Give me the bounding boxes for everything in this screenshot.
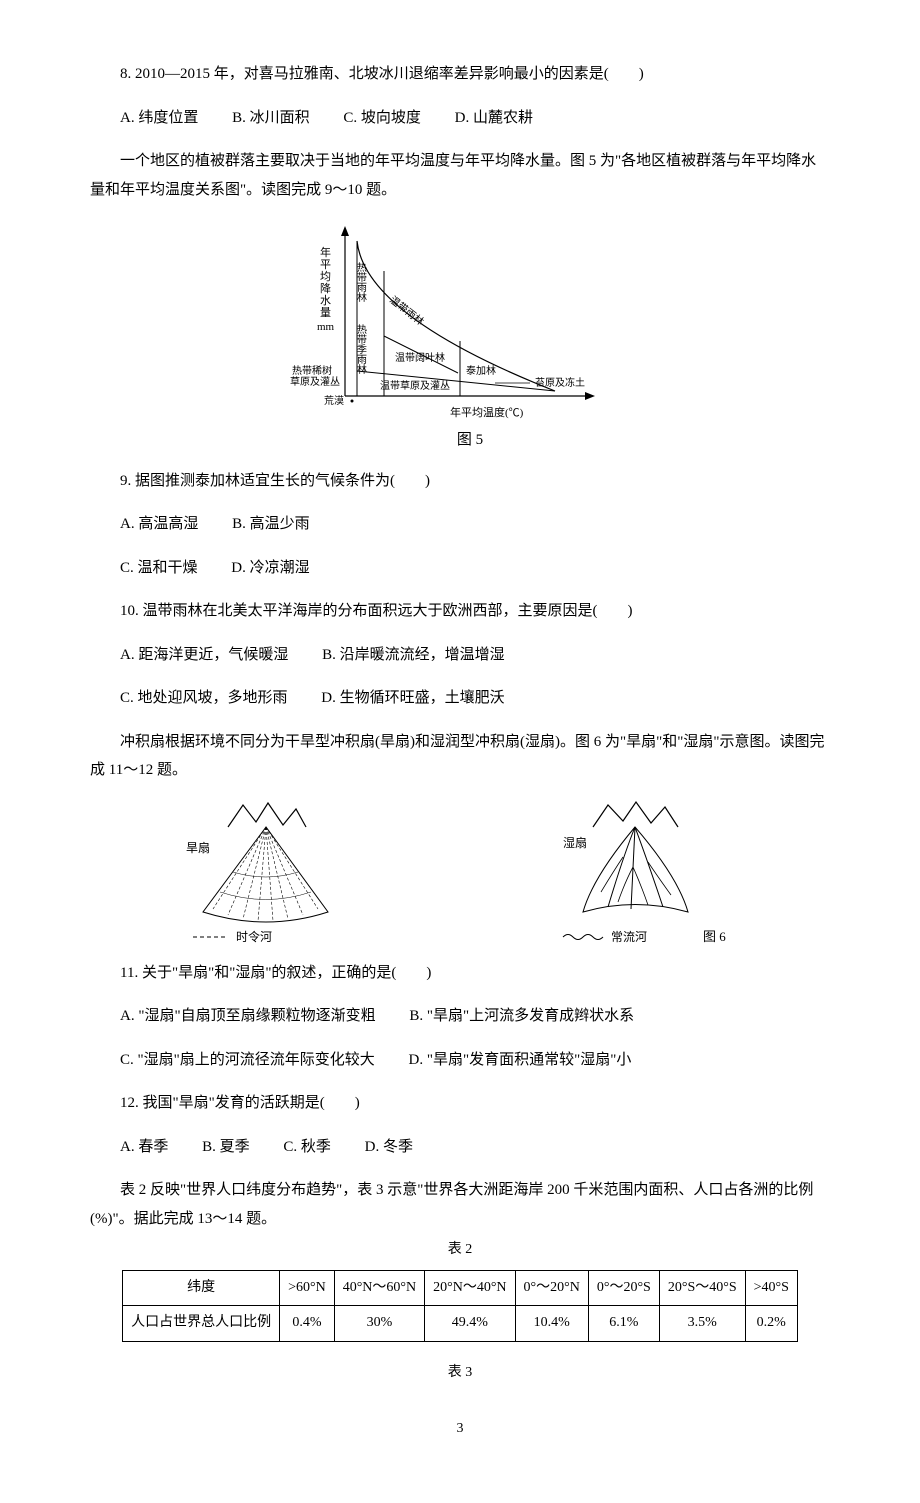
q8-options: A. 纬度位置 B. 冰川面积 C. 坡向坡度 D. 山麓农耕 bbox=[90, 104, 830, 133]
q12-stem: 12. 我国"旱扇"发育的活跃期是( ) bbox=[90, 1089, 830, 1118]
q10-optB: B. 沿岸暖流流经，增温增湿 bbox=[322, 647, 505, 663]
fig6-right-label: 湿扇 bbox=[563, 835, 587, 850]
table2-v1: 30% bbox=[334, 1306, 424, 1342]
table2-h7: >40°S bbox=[745, 1270, 797, 1306]
table2-h6: 20°S～40°S bbox=[659, 1270, 745, 1306]
table2-h5: 0°～20°S bbox=[588, 1270, 659, 1306]
figure-5: 年 平 均 降 水 量 mm 热带雨林 温带雨林 热带季雨林 温带阔叶林 泰加林… bbox=[90, 216, 830, 455]
svg-text:降: 降 bbox=[320, 281, 331, 295]
fig5-svg: 年 平 均 降 水 量 mm 热带雨林 温带雨林 热带季雨林 温带阔叶林 泰加林… bbox=[290, 216, 630, 426]
svg-text:温带雨林: 温带雨林 bbox=[387, 293, 427, 328]
table2-rowlabel: 人口占世界总人口比例 bbox=[123, 1306, 280, 1342]
q12-optB: B. 夏季 bbox=[202, 1139, 250, 1155]
fig6-left-svg: 旱扇 时令河 bbox=[178, 797, 348, 947]
table2-h3: 20°N～40°N bbox=[425, 1270, 515, 1306]
q11-options-row1: A. "湿扇"自扇顶至扇缘颗粒物逐渐变粗 B. "旱扇"上河流多发育成辫状水系 bbox=[90, 1002, 830, 1031]
q10-optC: C. 地处迎风坡，多地形雨 bbox=[120, 690, 288, 706]
fig6-left-label: 旱扇 bbox=[186, 840, 210, 855]
q8-stem: 8. 2010—2015 年，对喜马拉雅南、北坡冰川退缩率差异影响最小的因素是(… bbox=[90, 60, 830, 89]
q10-options-row2: C. 地处迎风坡，多地形雨 D. 生物循环旺盛，土壤肥沃 bbox=[90, 684, 830, 713]
fig6-right-svg: 湿扇 常流河 图 6 bbox=[553, 797, 743, 947]
intro-11-12: 冲积扇根据环境不同分为干旱型冲积扇(旱扇)和湿润型冲积扇(湿扇)。图 6 为"旱… bbox=[90, 728, 830, 785]
q11-optC: C. "湿扇"扇上的河流径流年际变化较大 bbox=[120, 1052, 375, 1068]
table2-h1: >60°N bbox=[280, 1270, 335, 1306]
table2-v2: 49.4% bbox=[425, 1306, 515, 1342]
page-number: 3 bbox=[90, 1416, 830, 1443]
q12-optC: C. 秋季 bbox=[283, 1139, 331, 1155]
intro-9-10: 一个地区的植被群落主要取决于当地的年平均温度与年平均降水量。图 5 为"各地区植… bbox=[90, 147, 830, 204]
q12-options: A. 春季 B. 夏季 C. 秋季 D. 冬季 bbox=[90, 1133, 830, 1162]
q8-optA: A. 纬度位置 bbox=[120, 110, 198, 126]
q8-optB: B. 冰川面积 bbox=[232, 110, 310, 126]
q11-optD: D. "旱扇"发育面积通常较"湿扇"小 bbox=[409, 1052, 632, 1068]
svg-text:mm: mm bbox=[317, 321, 335, 333]
table2-h0: 纬度 bbox=[123, 1270, 280, 1306]
table2-h2: 40°N～60°N bbox=[334, 1270, 424, 1306]
table2-caption: 表 2 bbox=[90, 1237, 830, 1264]
q10-stem: 10. 温带雨林在北美太平洋海岸的分布面积远大于欧洲西部，主要原因是( ) bbox=[90, 597, 830, 626]
svg-text:平: 平 bbox=[320, 259, 331, 271]
q10-optD: D. 生物循环旺盛，土壤肥沃 bbox=[321, 690, 504, 706]
q12-optA: A. 春季 bbox=[120, 1139, 168, 1155]
q10-options-row1: A. 距海洋更近，气候暖湿 B. 沿岸暖流流经，增温增湿 bbox=[90, 641, 830, 670]
q10-optA: A. 距海洋更近，气候暖湿 bbox=[120, 647, 288, 663]
q11-optA: A. "湿扇"自扇顶至扇缘颗粒物逐渐变粗 bbox=[120, 1008, 376, 1024]
intro-13-14: 表 2 反映"世界人口纬度分布趋势"，表 3 示意"世界各大洲距海岸 200 千… bbox=[90, 1176, 830, 1233]
table2-h4: 0°～20°N bbox=[515, 1270, 588, 1306]
svg-text:热带季雨林: 热带季雨林 bbox=[355, 323, 367, 375]
q9-optD: D. 冷凉潮湿 bbox=[231, 560, 309, 576]
svg-text:苔原及冻土: 苔原及冻土 bbox=[535, 376, 585, 389]
table2-v3: 10.4% bbox=[515, 1306, 588, 1342]
q8-optD: D. 山麓农耕 bbox=[455, 110, 533, 126]
q9-optB: B. 高温少雨 bbox=[232, 516, 310, 532]
svg-text:均: 均 bbox=[320, 270, 331, 283]
table3-caption: 表 3 bbox=[90, 1360, 830, 1387]
svg-text:泰加林: 泰加林 bbox=[466, 364, 496, 377]
q11-stem: 11. 关于"旱扇"和"湿扇"的叙述，正确的是( ) bbox=[90, 959, 830, 988]
q9-stem: 9. 据图推测泰加林适宜生长的气候条件为( ) bbox=[90, 467, 830, 496]
svg-text:量: 量 bbox=[320, 306, 331, 319]
fig5-ylabel: 年 bbox=[320, 245, 331, 259]
fig5-xlabel: 年平均温度(℃) bbox=[450, 405, 524, 419]
table2-v6: 0.2% bbox=[745, 1306, 797, 1342]
figure-6: 旱扇 时令河 湿扇 常流河 图 6 bbox=[90, 797, 830, 947]
fig6-perennial-label: 常流河 bbox=[611, 930, 647, 944]
q11-optB: B. "旱扇"上河流多发育成辫状水系 bbox=[409, 1008, 634, 1024]
q11-options-row2: C. "湿扇"扇上的河流径流年际变化较大 D. "旱扇"发育面积通常较"湿扇"小 bbox=[90, 1046, 830, 1075]
q12-optD: D. 冬季 bbox=[365, 1139, 413, 1155]
fig5-caption: 图 5 bbox=[457, 432, 483, 448]
q9-optC: C. 温和干燥 bbox=[120, 560, 198, 576]
svg-text:草原及灌丛: 草原及灌丛 bbox=[290, 376, 340, 388]
table2-data-row: 人口占世界总人口比例 0.4% 30% 49.4% 10.4% 6.1% 3.5… bbox=[123, 1306, 798, 1342]
svg-text:温带草原及灌丛: 温带草原及灌丛 bbox=[380, 380, 450, 392]
q9-optA: A. 高温高湿 bbox=[120, 516, 198, 532]
table-2: 纬度 >60°N 40°N～60°N 20°N～40°N 0°～20°N 0°～… bbox=[122, 1270, 798, 1342]
table2-v0: 0.4% bbox=[280, 1306, 335, 1342]
fig6-caption: 图 6 bbox=[703, 929, 726, 944]
table2-header-row: 纬度 >60°N 40°N～60°N 20°N～40°N 0°～20°N 0°～… bbox=[123, 1270, 798, 1306]
svg-text:温带阔叶林: 温带阔叶林 bbox=[395, 351, 445, 364]
q9-options-row2: C. 温和干燥 D. 冷凉潮湿 bbox=[90, 554, 830, 583]
svg-text:热带稀树: 热带稀树 bbox=[292, 364, 332, 377]
q8-optC: C. 坡向坡度 bbox=[343, 110, 421, 126]
table2-v4: 6.1% bbox=[588, 1306, 659, 1342]
svg-text:水: 水 bbox=[320, 294, 331, 307]
table2-v5: 3.5% bbox=[659, 1306, 745, 1342]
svg-text:热带雨林: 热带雨林 bbox=[355, 261, 367, 303]
svg-text:荒漠: 荒漠 bbox=[324, 395, 344, 407]
fig6-seasonal-label: 时令河 bbox=[236, 929, 272, 944]
q9-options-row1: A. 高温高湿 B. 高温少雨 bbox=[90, 510, 830, 539]
